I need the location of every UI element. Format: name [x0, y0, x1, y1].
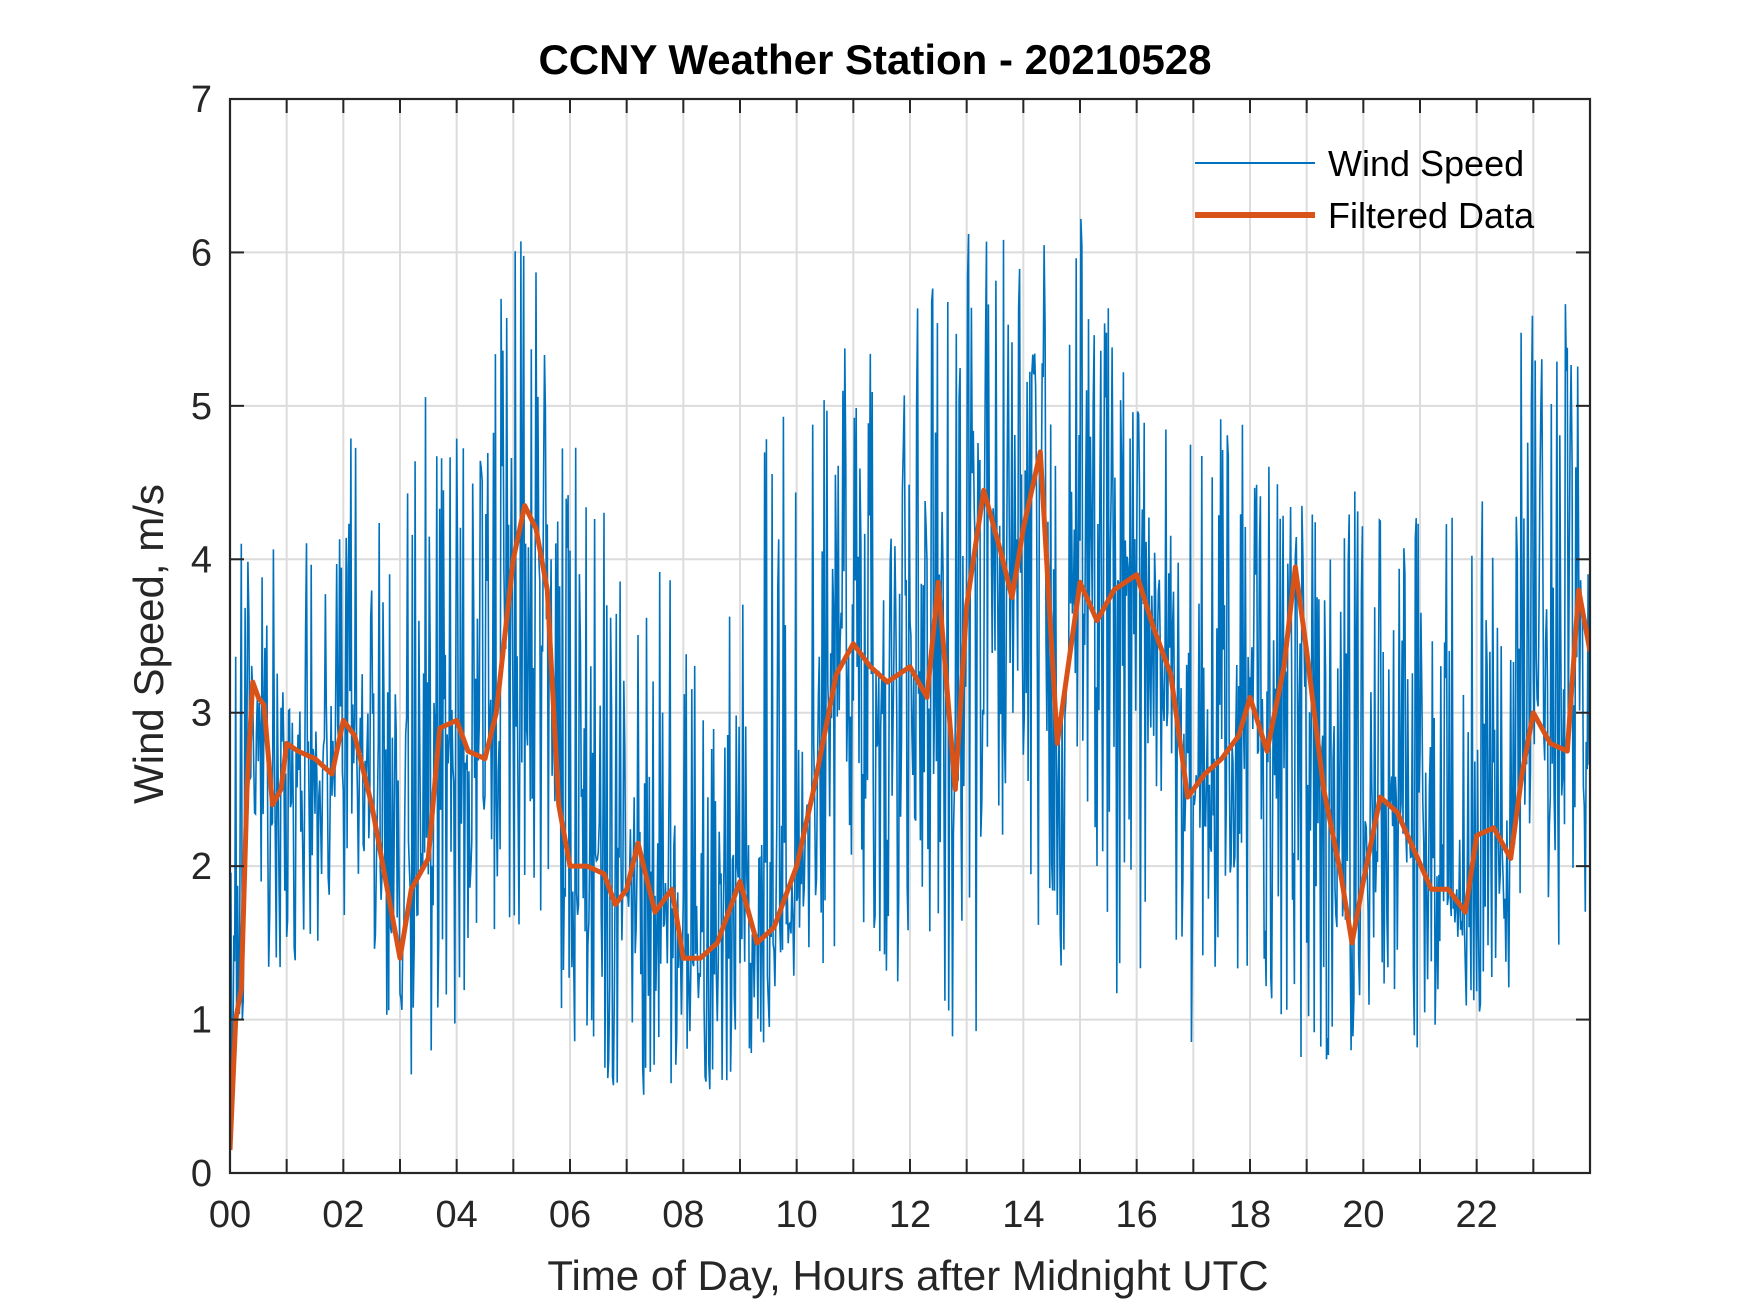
y-tick-label: 0: [191, 1153, 212, 1195]
y-tick-label: 1: [191, 1000, 212, 1042]
x-tick-label: 10: [776, 1194, 818, 1236]
legend-label-wind-speed: Wind Speed: [1328, 143, 1524, 184]
legend: Wind Speed Filtered Data: [1195, 143, 1535, 236]
y-tick-label: 3: [191, 693, 212, 735]
x-tick-label: 04: [436, 1194, 478, 1236]
y-tick-label: 2: [191, 846, 212, 888]
axis-ticks: [229, 98, 1591, 1174]
x-axis-label: Time of Day, Hours after Midnight UTC: [547, 1252, 1268, 1299]
y-tick-label: 4: [191, 539, 212, 581]
x-tick-label: 16: [1116, 1194, 1158, 1236]
chart-title: CCNY Weather Station - 20210528: [538, 36, 1211, 83]
x-tick-label: 06: [549, 1194, 591, 1236]
series-filtered-data: [230, 449, 1590, 1151]
x-tick-label: 18: [1229, 1194, 1271, 1236]
x-tick-labels: 00 02 04 06 08 10 12 14 16 18 20 22: [209, 1194, 1498, 1236]
x-tick-label: 02: [322, 1194, 364, 1236]
y-tick-label: 7: [191, 79, 212, 121]
x-tick-label: 00: [209, 1194, 251, 1236]
y-tick-label: 5: [191, 386, 212, 428]
y-tick-label: 6: [191, 232, 212, 274]
legend-label-filtered-data: Filtered Data: [1328, 195, 1535, 236]
x-tick-label: 08: [662, 1194, 704, 1236]
x-tick-label: 14: [1002, 1194, 1044, 1236]
x-tick-label: 22: [1456, 1194, 1498, 1236]
x-tick-label: 12: [889, 1194, 931, 1236]
y-axis-label: Wind Speed, m/s: [125, 484, 172, 804]
y-tick-labels: 0 1 2 3 4 5 6 7: [191, 79, 212, 1195]
x-tick-label: 20: [1342, 1194, 1384, 1236]
